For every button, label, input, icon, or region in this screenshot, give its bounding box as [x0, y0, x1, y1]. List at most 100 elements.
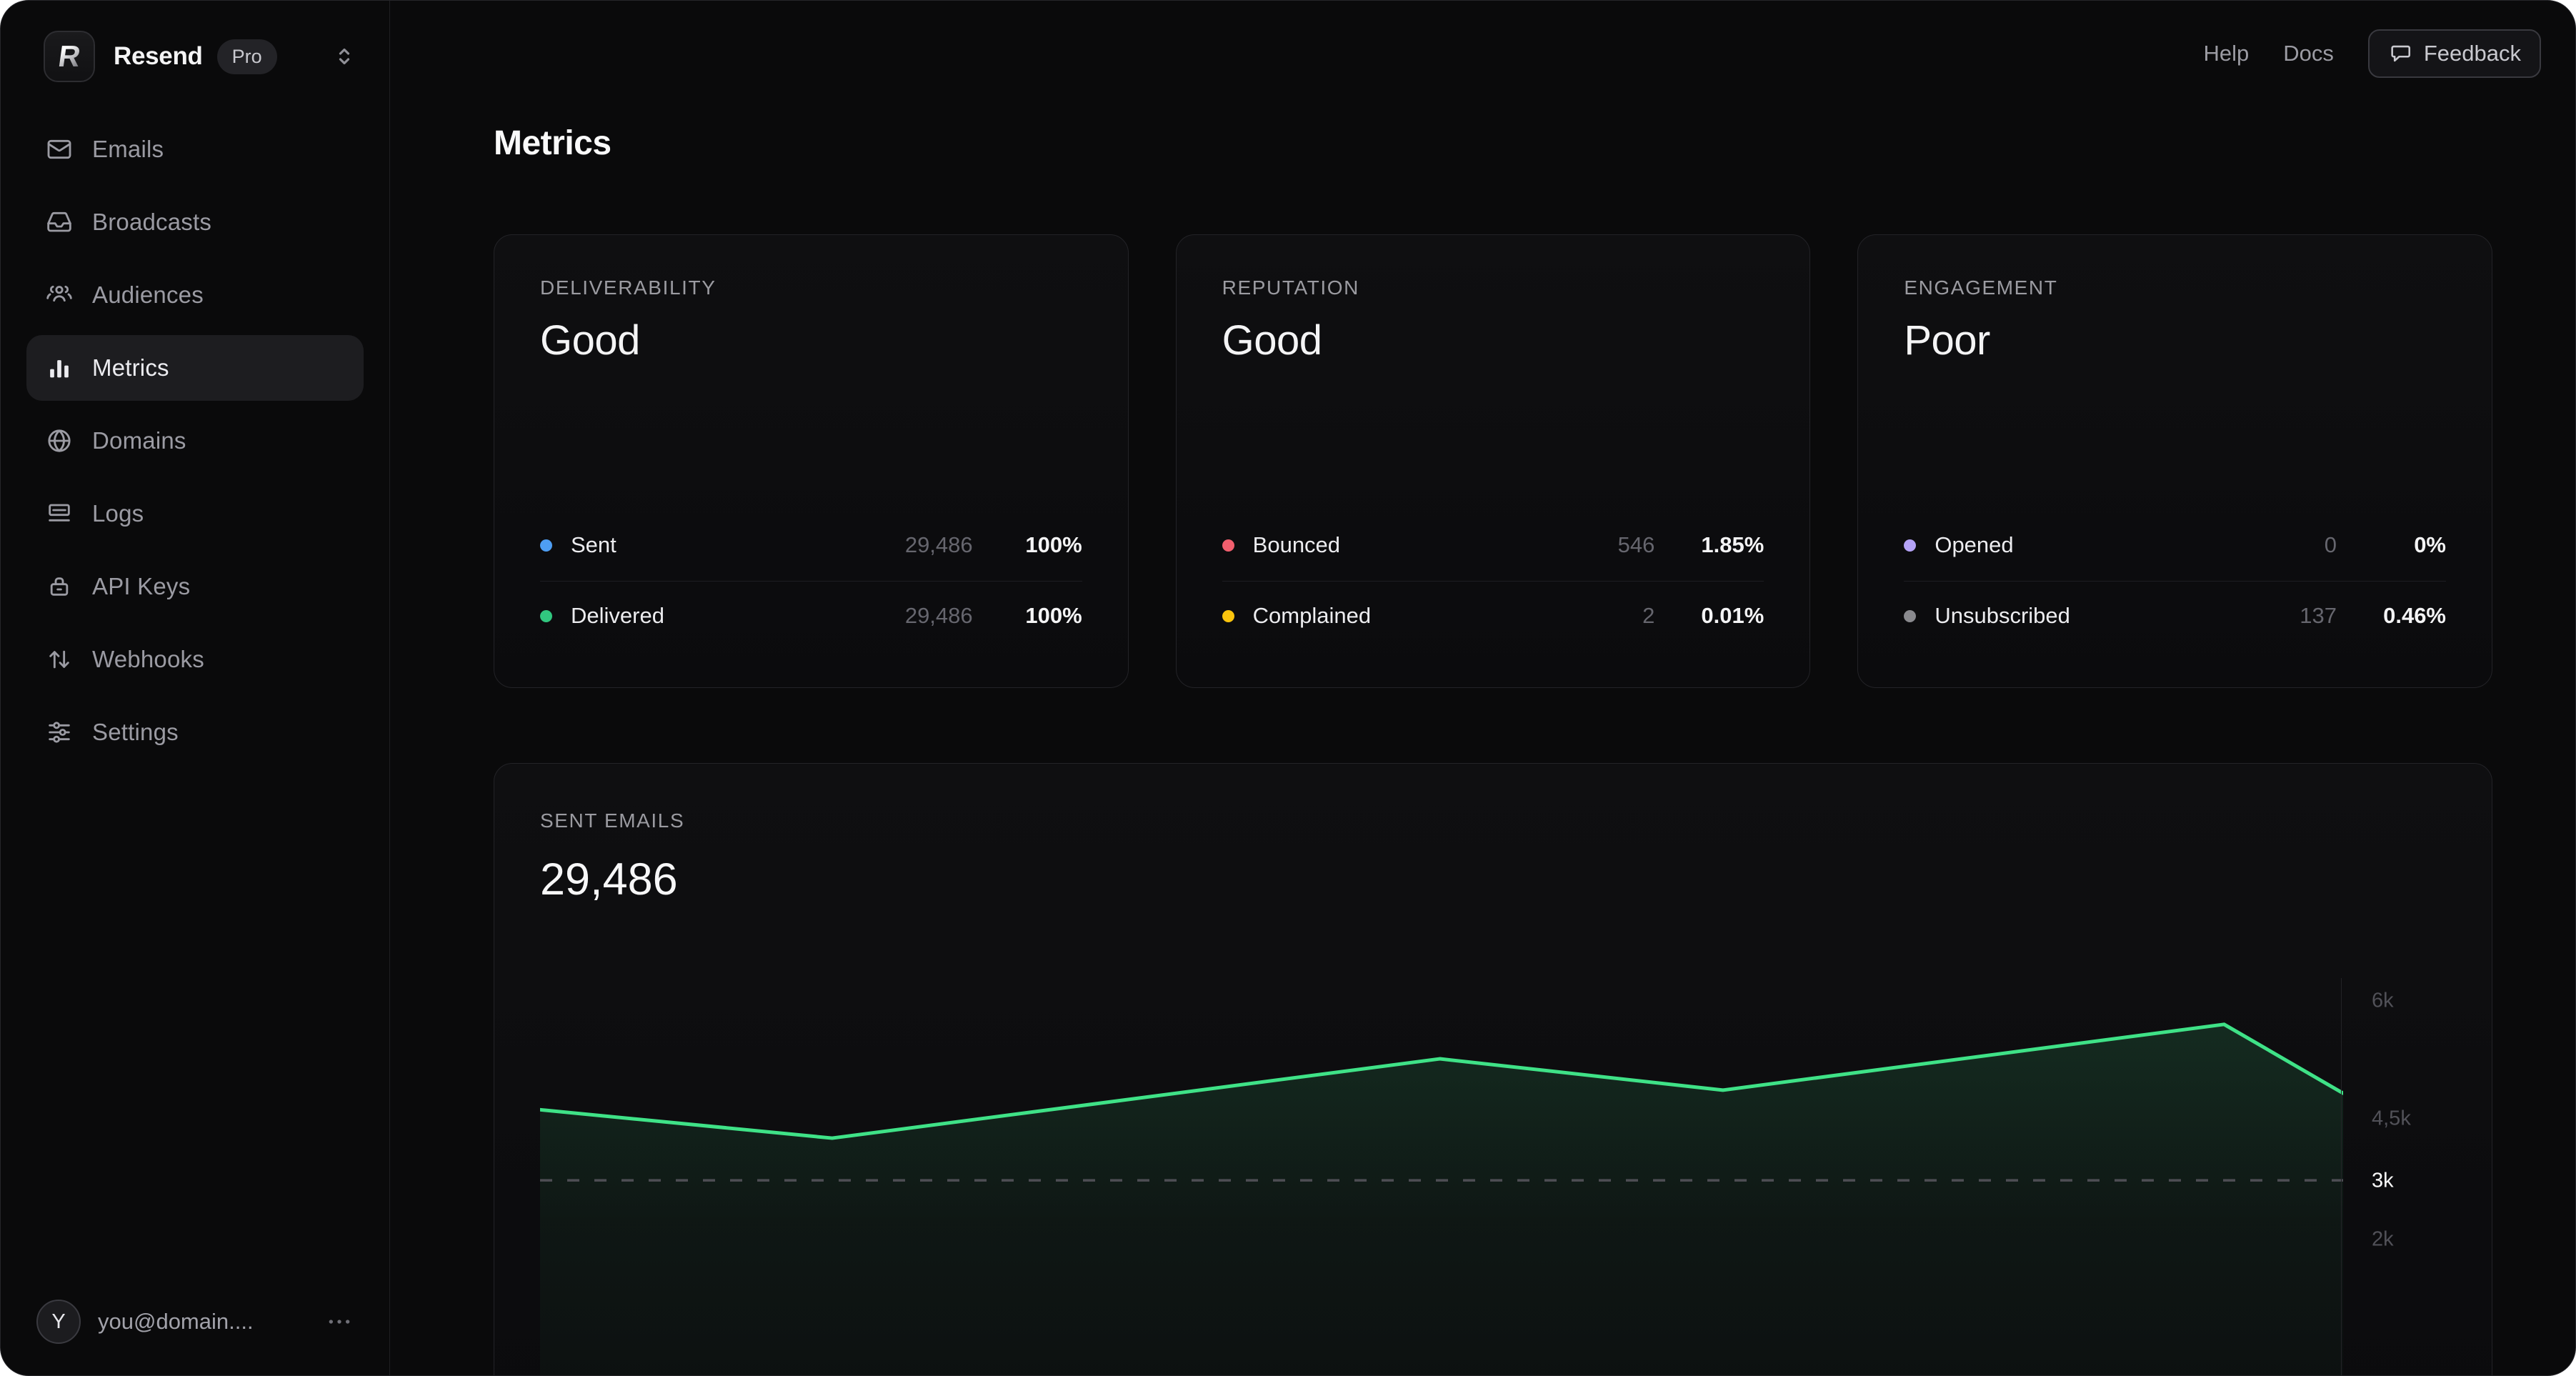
- sidebar-item-label: API Keys: [92, 573, 191, 599]
- card-status: Good: [1222, 317, 1322, 364]
- y-axis-tick: 2k: [2372, 1227, 2394, 1251]
- deliverability-card: DELIVERABILITY Good Sent 29,486 100% Del…: [494, 234, 1129, 688]
- legend-dot: [540, 609, 552, 622]
- sidebar-item-emails[interactable]: Emails: [26, 116, 364, 182]
- sidebar-item-webhooks[interactable]: Webhooks: [26, 627, 364, 692]
- sidebar-item-logs[interactable]: Logs: [26, 481, 364, 547]
- chart-header: SENT EMAILS 29,486: [494, 809, 2492, 905]
- card-status: Poor: [1904, 317, 1990, 364]
- legend-dot: [1904, 539, 1917, 552]
- logs-icon: [45, 499, 74, 528]
- main-content: Help Docs Feedback Metrics DELIVERABILIT…: [390, 1, 2575, 1375]
- lock-icon: [45, 572, 74, 601]
- metric-count: 546: [1617, 532, 1655, 557]
- card-label: DELIVERABILITY: [540, 276, 717, 299]
- metric-count: 137: [2300, 603, 2337, 628]
- users-icon: [45, 281, 74, 309]
- metric-row-bounced: Bounced 546 1.85%: [1222, 511, 1764, 581]
- sidebar-item-label: Emails: [92, 136, 164, 162]
- metric-cards: DELIVERABILITY Good Sent 29,486 100% Del…: [494, 234, 2492, 688]
- help-link[interactable]: Help: [2203, 41, 2250, 66]
- ellipsis-icon[interactable]: [325, 1307, 354, 1336]
- metric-row-sent: Sent 29,486 100%: [540, 511, 1082, 581]
- avatar-initial: Y: [51, 1310, 66, 1333]
- y-axis-labels: 6k 4,5k 3k 2k: [2341, 978, 2492, 1375]
- feedback-button[interactable]: Feedback: [2367, 29, 2541, 78]
- metric-count: 29,486: [904, 532, 973, 557]
- topbar: Help Docs Feedback: [2203, 29, 2541, 78]
- metric-percent: 0%: [2414, 532, 2446, 557]
- speech-bubble-icon: [2388, 41, 2412, 66]
- y-axis-tick: 4,5k: [2372, 1107, 2411, 1130]
- user-account-row[interactable]: Y you@domain....: [26, 1300, 364, 1344]
- chevron-up-down-icon[interactable]: [331, 43, 358, 70]
- metric-percent: 100%: [1025, 532, 1082, 557]
- chart-svg: [540, 1022, 2343, 1375]
- sliders-icon: [45, 718, 74, 747]
- sidebar-item-label: Logs: [92, 500, 144, 527]
- metric-label: Sent: [571, 532, 616, 557]
- metric-count: 29,486: [904, 603, 973, 628]
- card-rows: Opened 0 0% Unsubscribed 137 0.46%: [1904, 511, 2446, 652]
- workspace-switcher[interactable]: R Resend Pro: [26, 26, 364, 86]
- legend-dot: [1904, 609, 1917, 622]
- sent-emails-chart: [540, 978, 2343, 1375]
- sidebar: R Resend Pro Emails Broadcasts Audiences: [1, 1, 390, 1375]
- card-label: ENGAGEMENT: [1904, 276, 2058, 299]
- legend-dot: [540, 539, 552, 552]
- metric-count: 0: [2324, 532, 2337, 557]
- metric-row-unsubscribed: Unsubscribed 137 0.46%: [1904, 581, 2446, 652]
- card-label: REPUTATION: [1222, 276, 1359, 299]
- chart-total: 29,486: [540, 854, 678, 904]
- sidebar-item-label: Settings: [92, 719, 179, 745]
- avatar: Y: [36, 1300, 81, 1344]
- feedback-label: Feedback: [2423, 41, 2521, 66]
- brand-name: Resend: [114, 42, 203, 70]
- metric-percent: 100%: [1025, 603, 1082, 628]
- resend-logo: R: [44, 31, 95, 82]
- metric-percent: 0.01%: [1701, 603, 1764, 628]
- sidebar-item-label: Domains: [92, 427, 186, 454]
- y-axis-tick: 6k: [2372, 989, 2394, 1012]
- chart-line: [540, 1022, 2343, 1140]
- page-title: Metrics: [494, 124, 611, 162]
- arrows-up-down-icon: [45, 645, 74, 674]
- sidebar-item-label: Broadcasts: [92, 209, 212, 235]
- sidebar-item-label: Webhooks: [92, 646, 204, 672]
- metric-label: Bounced: [1252, 532, 1341, 557]
- legend-dot: [1222, 609, 1234, 622]
- envelope-icon: [45, 135, 74, 164]
- sidebar-item-label: Metrics: [92, 354, 169, 381]
- chart-area: [540, 1024, 2343, 1375]
- metric-label: Complained: [1252, 603, 1372, 628]
- metric-label: Delivered: [571, 603, 664, 628]
- chart-title: SENT EMAILS: [540, 809, 685, 832]
- metric-count: 2: [1642, 603, 1655, 628]
- y-axis-tick: 3k: [2372, 1169, 2394, 1192]
- sidebar-item-settings[interactable]: Settings: [26, 699, 364, 765]
- card-rows: Bounced 546 1.85% Complained 2 0.01%: [1222, 511, 1764, 652]
- inbox-icon: [45, 208, 74, 236]
- sidebar-item-audiences[interactable]: Audiences: [26, 262, 364, 328]
- reputation-card: REPUTATION Good Bounced 546 1.85% Compla…: [1175, 234, 1811, 688]
- sidebar-item-api-keys[interactable]: API Keys: [26, 554, 364, 619]
- bar-chart-icon: [45, 354, 74, 382]
- metric-row-delivered: Delivered 29,486 100%: [540, 581, 1082, 652]
- sidebar-nav: Emails Broadcasts Audiences Metrics Doma…: [26, 116, 364, 765]
- card-rows: Sent 29,486 100% Delivered 29,486 100%: [540, 511, 1082, 652]
- user-email: you@domain....: [98, 1309, 254, 1334]
- sent-emails-card: SENT EMAILS 29,486 6k: [494, 763, 2492, 1375]
- plan-badge: Pro: [216, 39, 277, 74]
- metric-row-opened: Opened 0 0%: [1904, 511, 2446, 581]
- docs-link[interactable]: Docs: [2283, 41, 2334, 66]
- metric-label: Opened: [1935, 532, 2014, 557]
- metric-percent: 1.85%: [1701, 532, 1764, 557]
- sidebar-item-domains[interactable]: Domains: [26, 408, 364, 474]
- metric-label: Unsubscribed: [1935, 603, 2070, 628]
- sidebar-item-broadcasts[interactable]: Broadcasts: [26, 189, 364, 255]
- metric-row-complained: Complained 2 0.01%: [1222, 581, 1764, 652]
- resend-logo-mark: R: [56, 39, 83, 73]
- legend-dot: [1222, 539, 1234, 552]
- sidebar-item-metrics[interactable]: Metrics: [26, 335, 364, 401]
